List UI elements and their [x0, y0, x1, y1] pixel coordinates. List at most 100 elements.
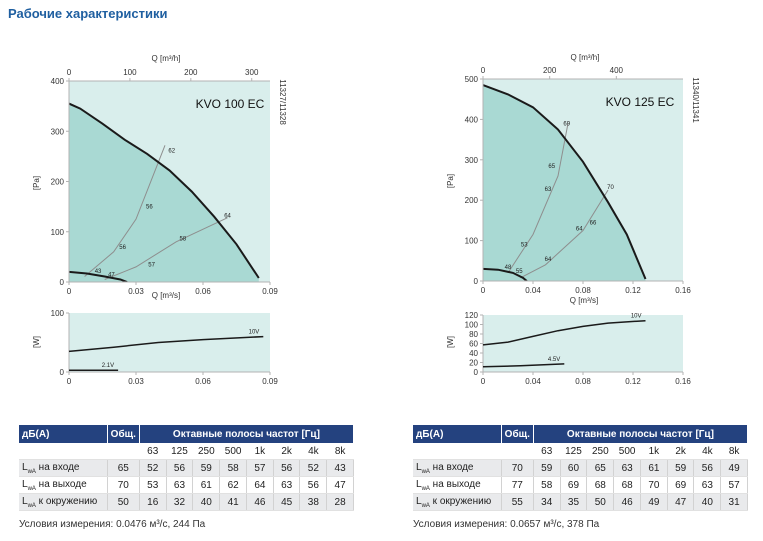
freq-cell: 4k	[693, 443, 721, 460]
table-cell: 46	[246, 493, 274, 511]
power-curve-label: 10V	[249, 330, 260, 336]
power-y-tick-label: 60	[469, 340, 478, 349]
table-cell: 43	[326, 459, 354, 477]
freq-cell: 4k	[299, 443, 327, 460]
freq-cell: 1k	[246, 443, 274, 460]
noise-label: 64	[576, 226, 583, 232]
table-cell: 63	[693, 476, 722, 494]
table-row: LwA к окружению 50 16 32 40 41 46 45 38 28	[19, 493, 354, 511]
table-cell: 63	[613, 459, 642, 477]
header-total: Общ.	[501, 425, 534, 443]
chart-title: KVO 100 EC	[196, 97, 265, 111]
power-x-tick-label: 0.03	[128, 377, 144, 386]
top-axis-label: Q [m³/h]	[152, 54, 181, 63]
table-row: LwA на выходе 77 58 69 68 68 70 69 63 57	[413, 476, 748, 494]
y-tick-label: 200	[465, 196, 479, 205]
freq-cell: 125	[166, 443, 193, 460]
noise-label: 62	[168, 148, 175, 154]
y-tick-label: 100	[465, 237, 479, 246]
table-cell: 57	[246, 459, 274, 477]
power-plot-area	[483, 315, 683, 372]
noise-label: 56	[119, 245, 126, 251]
article-code: 11340/11341	[691, 77, 700, 123]
row-label: LwA к окружению	[413, 493, 502, 511]
noise-label: 55	[516, 269, 523, 275]
y-axis-label: [Pa]	[32, 176, 41, 190]
x-tick-label: 0	[481, 286, 486, 295]
noise-label: 64	[545, 257, 552, 263]
y-tick-label: 200	[51, 178, 65, 187]
power-x-tick-label: 0.06	[195, 377, 211, 386]
noise-label: 64	[224, 214, 231, 220]
table-cell: 68	[586, 476, 615, 494]
table-cell: 69	[560, 476, 588, 494]
table-cell: 60	[560, 459, 588, 477]
table-cell: 56	[273, 459, 301, 477]
table-cell: 55	[501, 493, 534, 511]
x-tick-label: 0.09	[262, 287, 278, 296]
system-curve	[520, 189, 609, 279]
power-curve	[482, 363, 565, 368]
table-cell: 56	[693, 459, 722, 477]
table-cell: 35	[560, 493, 588, 511]
y-tick-label: 0	[60, 278, 65, 287]
noise-label: 66	[590, 220, 597, 226]
table-row: LwA к окружению 55 34 35 50 46 49 47 40 31	[413, 493, 748, 511]
header-db: дБ(A)	[413, 425, 502, 443]
table-cell: 70	[107, 476, 140, 494]
power-curve	[482, 319, 646, 346]
x-axis-label: Q [m³/s]	[570, 296, 598, 305]
y-tick-label: 300	[51, 127, 65, 136]
table-cell: 49	[640, 493, 668, 511]
table-cell: 70	[501, 459, 534, 477]
table-cell: 47	[667, 493, 695, 511]
noise-table-kvo-100: дБ(A) Общ. Октавные полосы частот [Гц] 6…	[19, 425, 355, 511]
table-cell: 52	[299, 459, 328, 477]
noise-label: 58	[180, 236, 187, 242]
table-cell: 16	[139, 493, 167, 511]
page-title: Рабочие характеристики	[8, 6, 168, 21]
header-bands: Октавные полосы частот [Гц]	[533, 425, 749, 443]
header-bands: Октавные полосы частот [Гц]	[139, 425, 355, 443]
top-tick-label: 100	[123, 68, 137, 77]
x-tick-label: 0.03	[128, 287, 144, 296]
table-cell: 41	[219, 493, 248, 511]
system-curve	[507, 123, 569, 274]
measurement-conditions: Условия измерения: 0.0476 м³/с, 244 Па	[19, 519, 206, 530]
table-cell: 61	[640, 459, 668, 477]
header-db: дБ(A)	[19, 425, 108, 443]
table-row: LwA на входе 65 52 56 59 58 57 56 52 43	[19, 459, 354, 477]
row-label: LwA на входе	[19, 459, 108, 477]
noise-label: 56	[146, 205, 153, 211]
table-cell: 65	[586, 459, 615, 477]
noise-label: 53	[521, 243, 528, 249]
table-cell: 57	[720, 476, 748, 494]
table-cell: 47	[326, 476, 354, 494]
freq-cell: 500	[219, 443, 247, 460]
top-axis-label: Q [m³/h]	[571, 53, 600, 62]
power-x-tick-label: 0.08	[575, 377, 591, 386]
x-tick-label: 0.04	[525, 286, 541, 295]
power-curve-label: 2.1V	[102, 363, 114, 369]
power-y-tick-label: 100	[465, 321, 479, 330]
top-tick-label: 200	[543, 66, 557, 75]
y-tick-label: 0	[474, 277, 479, 286]
table-cell: 63	[273, 476, 301, 494]
freq-cell: 2k	[667, 443, 694, 460]
table-cell: 56	[299, 476, 328, 494]
table-cell: 59	[192, 459, 221, 477]
freq-cell: 8k	[720, 443, 748, 460]
freq-cell: 63	[533, 443, 561, 460]
y-tick-label: 300	[465, 156, 479, 165]
power-y-tick-label: 120	[465, 311, 479, 320]
table-cell: 40	[192, 493, 221, 511]
freq-cell: 250	[192, 443, 220, 460]
table-cell: 50	[107, 493, 140, 511]
table-cell: 63	[166, 476, 194, 494]
table-cell: 68	[613, 476, 642, 494]
noise-label: 65	[548, 164, 555, 170]
power-x-tick-label: 0	[481, 377, 486, 386]
table-row: LwA на входе 70 59 60 65 63 61 59 56 49	[413, 459, 748, 477]
fan-curve	[483, 84, 647, 280]
